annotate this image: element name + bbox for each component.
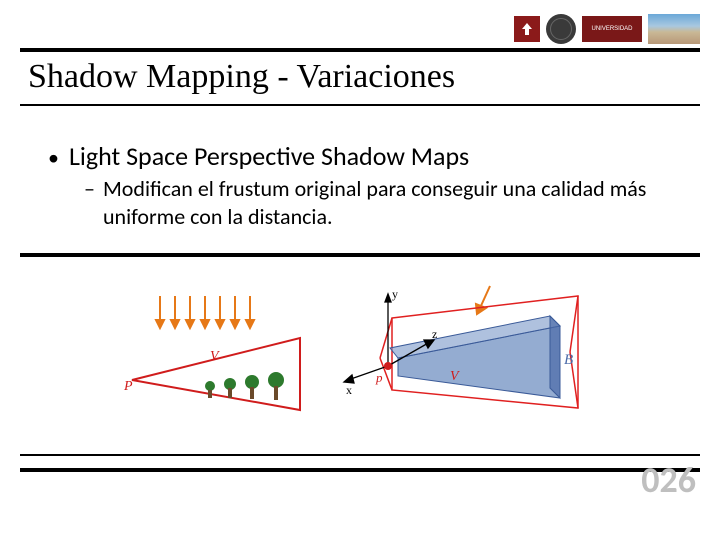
diagram-container: P V y z x p: [100, 280, 620, 430]
label-V-left: V: [210, 349, 220, 364]
bullet-level2: – Modifican el frustum original para con…: [84, 175, 670, 230]
bullet-level1: • Light Space Perspective Shadow Maps: [48, 140, 469, 172]
label-B: B: [564, 352, 573, 368]
frustum-2d-diagram: P V: [120, 290, 320, 420]
bullet-dash-icon: –: [84, 175, 95, 230]
mid-rule: [20, 253, 700, 257]
university-text-logo: UNIVERSIDAD: [582, 16, 642, 42]
label-P: P: [123, 379, 133, 394]
campus-photo-icon: [648, 14, 700, 44]
bullet-dot-icon: •: [48, 144, 59, 171]
bullet-level1-text: Light Space Perspective Shadow Maps: [69, 140, 469, 172]
label-x: x: [346, 383, 352, 397]
label-V-right: V: [450, 369, 460, 384]
top-rule: [20, 48, 700, 52]
slide-title: Shadow Mapping - Variaciones: [28, 58, 455, 96]
bullet-level2-text: Modifican el frustum original para conse…: [103, 175, 670, 230]
label-z: z: [432, 327, 437, 341]
bottom-rule-thin: [20, 454, 700, 456]
page-number: 026: [641, 458, 696, 502]
header-logos: UNIVERSIDAD: [514, 14, 700, 44]
title-underline: [20, 104, 700, 106]
university-seal-icon: [546, 14, 576, 44]
label-y: y: [392, 287, 398, 301]
label-p: p: [375, 370, 383, 385]
bottom-rule-thick: [20, 468, 700, 472]
frustum-3d-diagram: y z x p V B: [340, 280, 600, 430]
up-arrow-icon: [514, 16, 540, 42]
